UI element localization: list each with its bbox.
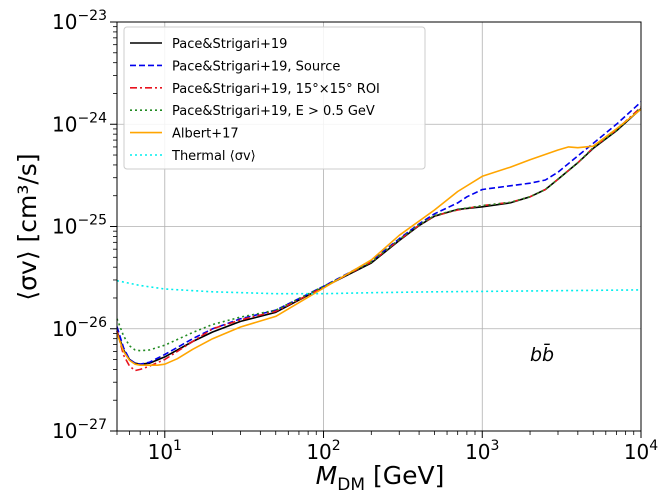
channel-annotation: bb̄	[530, 342, 554, 366]
x-tick-label: 102	[306, 438, 340, 464]
legend-label-2: Pace&Strigari+19, 15°×15° ROI	[172, 82, 380, 97]
legend: Pace&Strigari+19 Pace&Strigari+19, Source…	[123, 26, 426, 170]
x-axis-label: MDM [GeV]	[316, 461, 445, 493]
y-tick-label: 10−23	[52, 8, 107, 34]
legend-label-3: Pace&Strigari+19, E > 0.5 GeV	[172, 104, 375, 119]
legend-label-0: Pace&Strigari+19	[172, 37, 287, 52]
series-line-4	[116, 108, 642, 367]
legend-label-4: Albert+17	[172, 127, 239, 142]
x-tick-label: 104	[624, 438, 658, 464]
legend-label-1: Pace&Strigari+19, Source	[172, 59, 340, 74]
x-tick-label: 103	[465, 438, 499, 464]
y-tick-label: 10−27	[52, 417, 107, 443]
ticks-layer	[110, 21, 642, 438]
series-line-5	[116, 279, 642, 295]
y-tick-label: 10−26	[52, 315, 107, 341]
y-axis-label: ⟨σv⟩ [cm³/s]	[13, 153, 42, 300]
x-tick-label: 101	[148, 438, 182, 464]
legend-box	[123, 26, 426, 170]
y-tick-label: 10−24	[52, 110, 107, 136]
series-line-2	[116, 106, 642, 372]
series-line-1	[116, 101, 642, 366]
series-layer	[116, 101, 642, 372]
y-tick-label: 10−25	[52, 213, 107, 239]
legend-items: Pace&Strigari+19 Pace&Strigari+19, Source…	[130, 37, 380, 164]
legend-label-5: Thermal ⟨σv⟩	[171, 149, 256, 164]
tick-labels-layer: 101 102 103 104 10−27 10−26 10−25 10−24 10−23	[52, 8, 658, 464]
